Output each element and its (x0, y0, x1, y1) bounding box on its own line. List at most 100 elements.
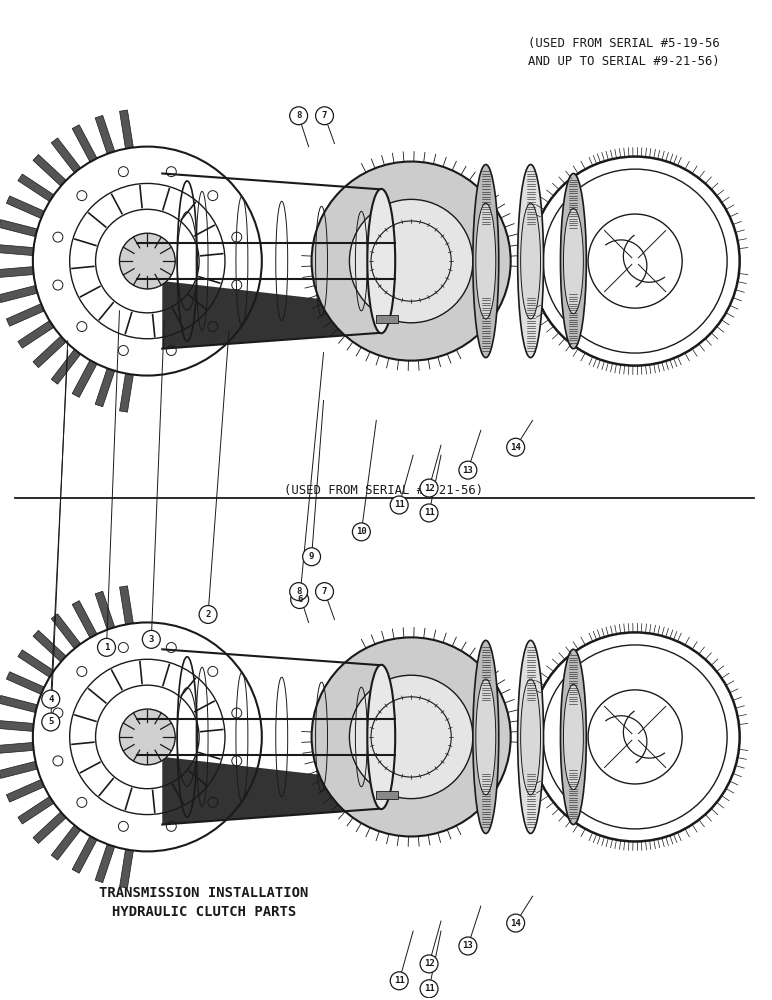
Polygon shape (0, 761, 37, 778)
Polygon shape (18, 174, 54, 201)
Circle shape (420, 504, 438, 522)
Circle shape (199, 606, 217, 623)
Text: 9: 9 (309, 552, 314, 561)
Circle shape (316, 107, 334, 125)
Ellipse shape (473, 640, 499, 833)
Ellipse shape (560, 173, 587, 349)
Circle shape (316, 583, 334, 601)
Circle shape (459, 937, 477, 955)
Polygon shape (0, 220, 37, 237)
Ellipse shape (518, 640, 543, 833)
Circle shape (420, 479, 438, 497)
Text: 14: 14 (510, 443, 521, 452)
Ellipse shape (520, 203, 540, 319)
Polygon shape (0, 244, 33, 256)
Circle shape (350, 199, 473, 323)
Circle shape (303, 548, 320, 566)
Circle shape (352, 523, 371, 541)
Text: 2: 2 (205, 610, 211, 619)
Circle shape (42, 690, 59, 708)
Polygon shape (95, 368, 115, 407)
Circle shape (42, 713, 59, 731)
Polygon shape (120, 110, 134, 149)
Text: (USED FROM SERIAL #9-21-56): (USED FROM SERIAL #9-21-56) (283, 484, 482, 497)
Text: 4: 4 (48, 695, 53, 704)
Polygon shape (51, 349, 80, 384)
Polygon shape (33, 336, 66, 368)
Polygon shape (120, 374, 134, 412)
Circle shape (312, 637, 511, 836)
Polygon shape (0, 720, 33, 731)
Ellipse shape (476, 679, 496, 795)
Circle shape (420, 955, 438, 973)
Text: 11: 11 (394, 976, 405, 985)
Text: 14: 14 (510, 919, 521, 928)
Circle shape (120, 709, 175, 765)
Polygon shape (51, 614, 80, 649)
Ellipse shape (518, 165, 543, 358)
Circle shape (142, 630, 161, 648)
Text: HYDRAULIC CLUTCH PARTS: HYDRAULIC CLUTCH PARTS (112, 905, 296, 919)
Ellipse shape (476, 203, 496, 319)
Ellipse shape (367, 189, 395, 333)
Polygon shape (18, 797, 54, 824)
Polygon shape (0, 285, 37, 303)
Text: 13: 13 (462, 941, 473, 950)
Polygon shape (33, 155, 66, 186)
Ellipse shape (560, 649, 587, 825)
Polygon shape (72, 125, 97, 162)
Polygon shape (72, 360, 97, 397)
Ellipse shape (367, 665, 395, 809)
Polygon shape (6, 672, 44, 694)
Circle shape (291, 591, 309, 609)
Ellipse shape (564, 684, 584, 789)
Text: 13: 13 (462, 466, 473, 475)
Text: 3: 3 (149, 635, 154, 644)
Text: (USED FROM SERIAL #5-19-56: (USED FROM SERIAL #5-19-56 (527, 37, 720, 50)
Polygon shape (6, 196, 44, 218)
Circle shape (97, 638, 116, 656)
Circle shape (290, 107, 307, 125)
Text: 8: 8 (296, 587, 301, 596)
Circle shape (506, 914, 525, 932)
Polygon shape (162, 757, 381, 825)
Polygon shape (51, 138, 80, 173)
Bar (376, 315, 398, 323)
Polygon shape (6, 304, 44, 326)
Circle shape (506, 438, 525, 456)
Polygon shape (33, 630, 66, 662)
Bar (376, 791, 398, 799)
Ellipse shape (520, 679, 540, 795)
Polygon shape (120, 849, 134, 888)
Text: 12: 12 (424, 959, 435, 968)
Text: 11: 11 (394, 500, 405, 509)
Text: 7: 7 (322, 587, 327, 596)
Polygon shape (95, 591, 115, 630)
Polygon shape (0, 742, 33, 754)
Circle shape (120, 233, 175, 289)
Polygon shape (33, 812, 66, 843)
Text: 5: 5 (48, 717, 53, 726)
Polygon shape (95, 844, 115, 883)
Ellipse shape (473, 165, 499, 358)
Polygon shape (95, 115, 115, 154)
Polygon shape (0, 267, 33, 278)
Circle shape (390, 972, 408, 990)
Polygon shape (51, 825, 80, 860)
Polygon shape (162, 281, 381, 349)
Circle shape (390, 496, 408, 514)
Polygon shape (18, 321, 54, 348)
Text: 12: 12 (424, 484, 435, 493)
Ellipse shape (564, 209, 584, 314)
Polygon shape (72, 601, 97, 638)
Text: 1: 1 (103, 643, 109, 652)
Text: 10: 10 (356, 527, 367, 536)
Circle shape (459, 461, 477, 479)
Text: 8: 8 (296, 111, 301, 120)
Polygon shape (120, 586, 134, 624)
Circle shape (290, 583, 307, 601)
Circle shape (350, 675, 473, 799)
Polygon shape (6, 780, 44, 802)
Text: 11: 11 (424, 508, 435, 517)
Polygon shape (18, 650, 54, 677)
